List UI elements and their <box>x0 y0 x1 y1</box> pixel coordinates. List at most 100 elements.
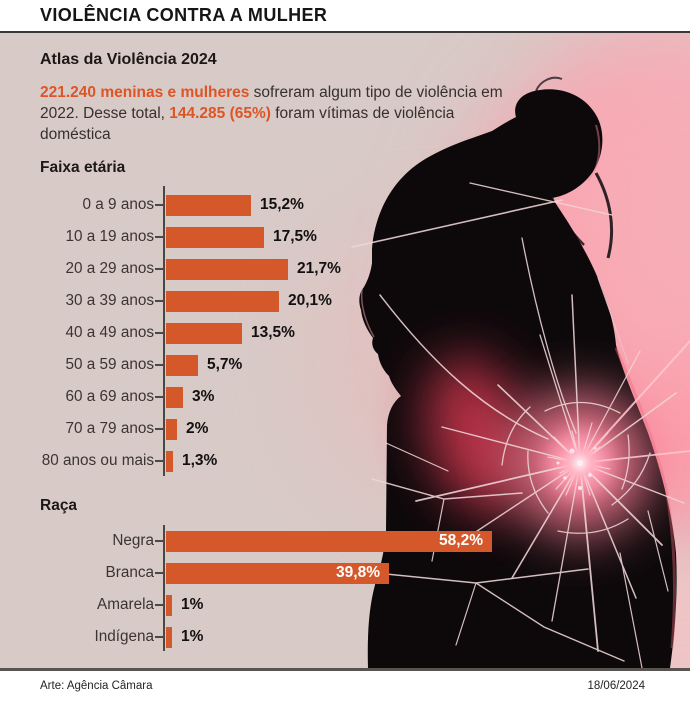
value-label: 3% <box>192 388 215 405</box>
header: VIOLÊNCIA CONTRA A MULHER <box>0 0 690 33</box>
category-label: 40 a 49 anos <box>65 324 154 341</box>
value-label: 13,5% <box>251 324 295 341</box>
axis-tick <box>155 364 163 366</box>
bar <box>166 354 198 376</box>
race-bar-chart: Negra 58,2% Branca 39,8% Amarela 1% Indígena 1% <box>36 525 690 653</box>
axis-tick <box>155 636 163 638</box>
intro-paragraph: 221.240 meninas e mulheres sofreram algu… <box>40 82 512 145</box>
category-label: Indígena <box>94 628 154 645</box>
axis-tick <box>155 332 163 334</box>
rim-light <box>360 124 676 649</box>
main-panel: Atlas da Violência 2024 221.240 meninas … <box>0 33 690 668</box>
highlight-domestic-victims: 144.285 (65%) <box>169 105 271 122</box>
chart-row: Negra 58,2% <box>36 525 690 557</box>
age-chart-axis <box>163 186 165 476</box>
bar <box>166 290 279 312</box>
category-label: 20 a 29 anos <box>65 260 154 277</box>
footer-date: 18/06/2024 <box>587 680 645 692</box>
bar <box>166 386 183 408</box>
bar-zone: 58,2% <box>166 530 690 552</box>
bar <box>166 226 264 248</box>
chart-row: 80 anos ou mais 1,3% <box>36 445 690 477</box>
bar-zone: 1% <box>166 594 690 616</box>
axis-tick <box>155 460 163 462</box>
bar <box>166 594 172 616</box>
value-label: 39,8% <box>336 564 380 581</box>
bar <box>166 258 288 280</box>
chart-row: Branca 39,8% <box>36 557 690 589</box>
category-label: 60 a 69 anos <box>65 388 154 405</box>
crack-lines <box>351 182 690 668</box>
axis-tick <box>155 396 163 398</box>
chart-row: 60 a 69 anos 3% <box>36 381 690 413</box>
bar-zone: 20,1% <box>166 290 690 312</box>
bar-zone: 13,5% <box>166 322 690 344</box>
footer: Arte: Agência Câmara 18/06/2024 <box>0 668 690 701</box>
bar-zone: 21,7% <box>166 258 690 280</box>
category-label: 80 anos ou mais <box>41 452 154 469</box>
category-label: Branca <box>105 564 154 581</box>
bar-zone: 2% <box>166 418 690 440</box>
bar: 58,2% <box>166 530 492 552</box>
chart-row: 10 a 19 anos 17,5% <box>36 221 690 253</box>
value-label: 2% <box>186 420 209 437</box>
chart-row: 40 a 49 anos 13,5% <box>36 317 690 349</box>
axis-tick <box>155 204 163 206</box>
value-label: 21,7% <box>297 260 341 277</box>
value-label: 1% <box>181 628 204 645</box>
category-label: 70 a 79 anos <box>65 420 154 437</box>
value-label: 58,2% <box>439 532 483 549</box>
axis-tick <box>155 236 163 238</box>
woman-silhouette-artwork <box>0 33 690 668</box>
bar-zone: 3% <box>166 386 690 408</box>
bar <box>166 322 242 344</box>
highlight-total-victims: 221.240 meninas e mulheres <box>40 84 250 101</box>
bar-zone: 1,3% <box>166 450 690 472</box>
age-chart-title: Faixa etária <box>40 159 126 176</box>
race-chart-axis <box>163 525 165 651</box>
value-label: 20,1% <box>288 292 332 309</box>
bar-zone: 15,2% <box>166 194 690 216</box>
category-label: 30 a 39 anos <box>65 292 154 309</box>
chart-row: Indígena 1% <box>36 621 690 653</box>
chart-row: 20 a 29 anos 21,7% <box>36 253 690 285</box>
age-bar-chart: 0 a 9 anos 15,2% 10 a 19 anos 17,5% 20 a 29 … <box>36 186 690 477</box>
footer-credit: Arte: Agência Câmara <box>40 680 153 692</box>
axis-tick <box>155 540 163 542</box>
bar <box>166 418 177 440</box>
bar-zone: 5,7% <box>166 354 690 376</box>
axis-tick <box>155 428 163 430</box>
bar <box>166 626 172 648</box>
chart-row: 30 a 39 anos 20,1% <box>36 285 690 317</box>
value-label: 15,2% <box>260 196 304 213</box>
race-chart-title: Raça <box>40 497 78 514</box>
axis-tick <box>155 572 163 574</box>
value-label: 1,3% <box>182 452 218 469</box>
value-label: 1% <box>181 596 204 613</box>
intro-text-2: foram vítimas de violência doméstica <box>40 105 455 143</box>
category-label: 50 a 59 anos <box>65 356 154 373</box>
axis-tick <box>155 604 163 606</box>
impact-core <box>556 446 598 490</box>
category-label: 10 a 19 anos <box>65 228 154 245</box>
bar-zone: 1% <box>166 626 690 648</box>
bar <box>166 450 173 472</box>
axis-tick <box>155 300 163 302</box>
chart-row: 0 a 9 anos 15,2% <box>36 189 690 221</box>
bar-zone: 39,8% <box>166 562 690 584</box>
intro-text-1: sofreram algum tipo de violência em 2022… <box>40 84 503 122</box>
category-label: Negra <box>112 532 154 549</box>
source-heading: Atlas da Violência 2024 <box>40 51 217 68</box>
axis-tick <box>155 268 163 270</box>
category-label: Amarela <box>97 596 154 613</box>
chart-row: Amarela 1% <box>36 589 690 621</box>
chart-row: 70 a 79 anos 2% <box>36 413 690 445</box>
panel-content: Atlas da Violência 2024 221.240 meninas … <box>0 33 690 668</box>
value-label: 5,7% <box>207 356 243 373</box>
bar-zone: 17,5% <box>166 226 690 248</box>
value-label: 17,5% <box>273 228 317 245</box>
page-title: VIOLÊNCIA CONTRA A MULHER <box>40 5 328 25</box>
chart-row: 50 a 59 anos 5,7% <box>36 349 690 381</box>
category-label: 0 a 9 anos <box>82 196 154 213</box>
